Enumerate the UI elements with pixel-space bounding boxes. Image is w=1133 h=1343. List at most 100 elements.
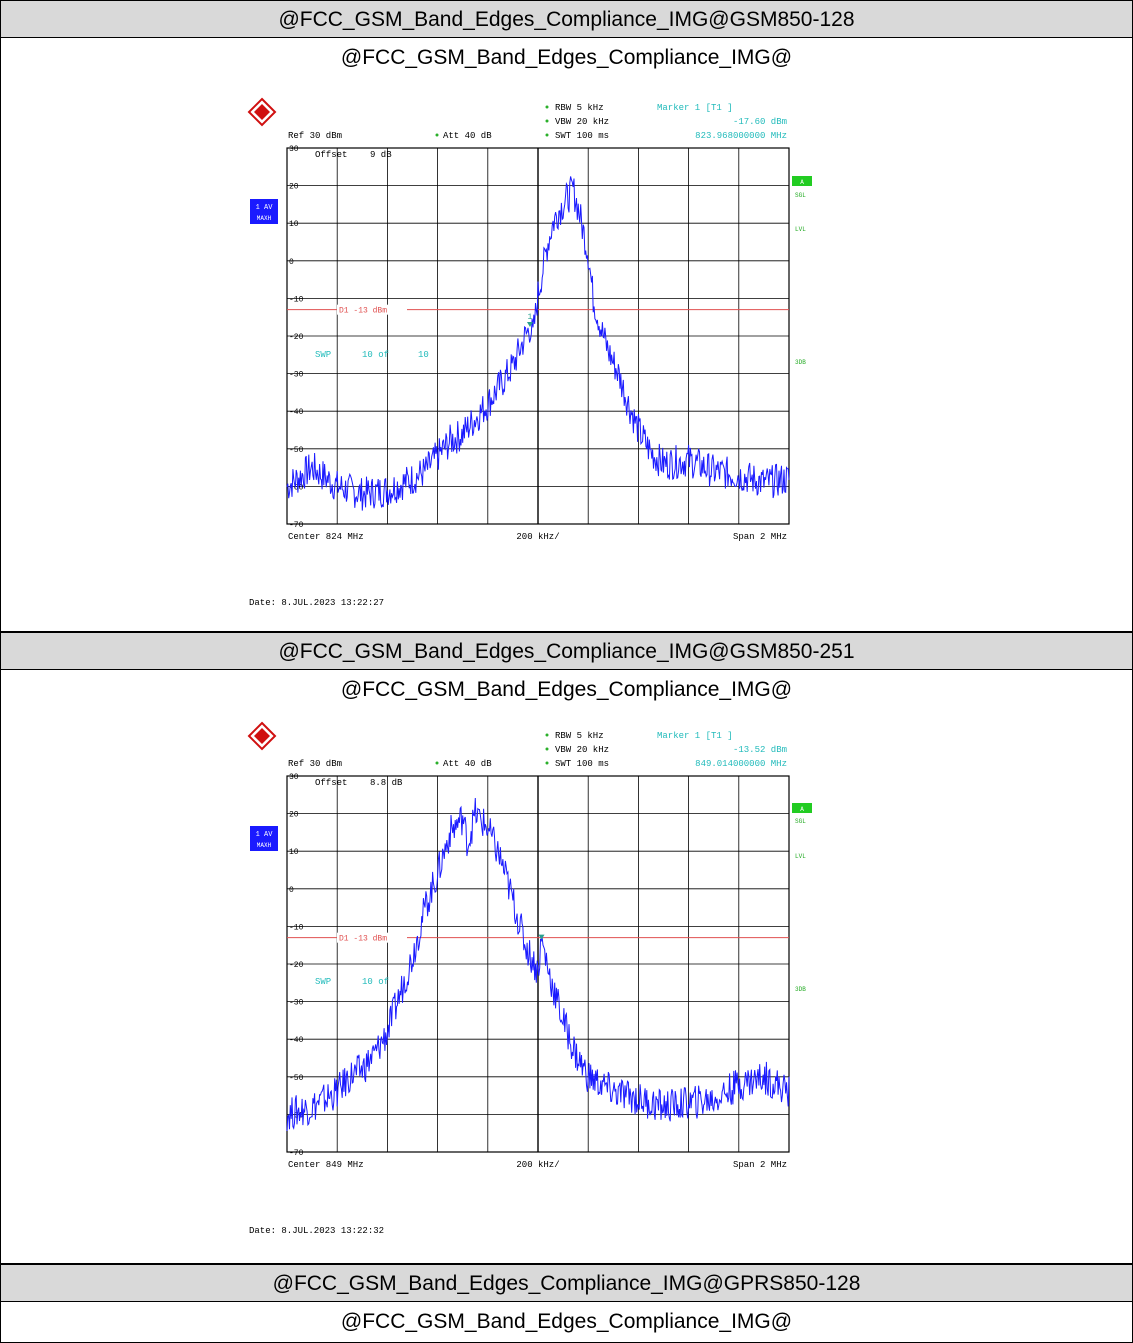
date-label: Date: 8.JUL.2023 13:22:27 xyxy=(249,598,384,608)
marker-level: -13.52 dBm xyxy=(733,745,787,755)
rs-logo-icon xyxy=(247,721,277,751)
section-subheader-2: @FCC_GSM_Band_Edges_Compliance_IMG@ xyxy=(340,678,793,701)
d1-label-bg xyxy=(337,304,407,315)
section-header-3: @FCC_GSM_Band_Edges_Compliance_IMG@GPRS8… xyxy=(0,1264,1133,1302)
swp-value: 10 of xyxy=(362,350,389,360)
att-label: Att 40 dB xyxy=(443,131,492,141)
section-subheader-1: @FCC_GSM_Band_Edges_Compliance_IMG@ xyxy=(340,46,793,69)
trace-badge: 1 AV MAXH xyxy=(250,826,278,851)
y-tick-label: -10 xyxy=(289,295,304,304)
marker-triangle xyxy=(526,321,533,327)
rbw-label: RBW 5 kHz xyxy=(555,103,604,113)
d1-limit-line: D1 -13 dBm xyxy=(287,304,789,316)
section-header-2: @FCC_GSM_Band_Edges_Compliance_IMG@GSM85… xyxy=(0,632,1133,670)
y-tick-label: 30 xyxy=(289,773,299,782)
y-tick-label: -30 xyxy=(289,371,304,380)
y-tick-label: -50 xyxy=(289,1074,304,1083)
marker-level: -17.60 dBm xyxy=(733,117,787,127)
trace-badge-mode: MAXH xyxy=(257,842,272,849)
vbw-dot xyxy=(545,747,549,751)
y-tick-label: -40 xyxy=(289,1036,304,1045)
att-label: Att 40 dB xyxy=(443,759,492,769)
y-tick-label: 30 xyxy=(289,145,299,154)
trace-badge-label: 1 AV xyxy=(256,204,274,212)
section-body-2: @FCC_GSM_Band_Edges_Compliance_IMG@ xyxy=(0,670,1133,1264)
vbw-label: VBW 20 kHz xyxy=(555,745,609,755)
y-tick-label: -50 xyxy=(289,446,304,455)
trace-badge-label: 1 AV xyxy=(256,831,274,839)
side-a-label: A xyxy=(800,806,804,813)
spectrum-chart-2: Ref 30 dBm Att 40 dB RBW 5 kHz VBW 20 kH… xyxy=(247,721,812,1236)
side-a-label: A xyxy=(800,179,804,186)
side-sgl-label: SGL xyxy=(795,192,806,199)
rbw-label: RBW 5 kHz xyxy=(555,731,604,741)
swp-total: 10 xyxy=(418,350,429,360)
y-tick-label: 10 xyxy=(289,848,299,857)
side-lvl-label: LVL xyxy=(795,226,806,233)
section-header-2-text: @FCC_GSM_Band_Edges_Compliance_IMG@GSM85… xyxy=(278,640,855,663)
swt-label: SWT 100 ms xyxy=(555,131,609,141)
side-panel: A SGL LVL 3DB xyxy=(792,176,812,366)
swt-label: SWT 100 ms xyxy=(555,759,609,769)
swp-label: SWP xyxy=(315,350,331,360)
d1-label: D1 -13 dBm xyxy=(339,935,387,944)
att-dot xyxy=(435,761,439,765)
y-tick-label: -20 xyxy=(289,961,304,970)
vbw-dot xyxy=(545,119,549,123)
y-tick-label: 20 xyxy=(289,811,299,820)
section-header-1: @FCC_GSM_Band_Edges_Compliance_IMG@GSM85… xyxy=(0,0,1133,38)
marker-title: Marker 1 [T1 ] xyxy=(657,103,733,113)
section-body-3: @FCC_GSM_Band_Edges_Compliance_IMG@ xyxy=(0,1302,1133,1343)
y-tick-label: -10 xyxy=(289,923,304,932)
side-3db-label: 3DB xyxy=(795,986,806,993)
x-axis-center: Center 824 MHz xyxy=(288,532,364,542)
marker-frequency: 849.014000000 MHz xyxy=(695,759,787,769)
marker-number: 1 xyxy=(528,313,533,322)
section-header-1-text: @FCC_GSM_Band_Edges_Compliance_IMG@GSM85… xyxy=(278,8,855,31)
swp-value: 10 of xyxy=(362,977,389,987)
section-subheader-3: @FCC_GSM_Band_Edges_Compliance_IMG@ xyxy=(340,1310,793,1333)
trace-series xyxy=(286,797,790,1132)
d1-label: D1 -13 dBm xyxy=(339,307,387,316)
rbw-dot xyxy=(545,105,549,109)
y-tick-labels: 30 20 10 0 -10 -20 -30 -40 -50 -60 -70 xyxy=(289,145,304,530)
section-body-1: @FCC_GSM_Band_Edges_Compliance_IMG@ xyxy=(0,38,1133,632)
marker-triangle xyxy=(538,934,545,940)
swt-dot xyxy=(545,133,549,137)
offset-value: 8.8 dB xyxy=(370,778,403,788)
offset-label: Offset xyxy=(315,778,347,788)
side-lvl-label: LVL xyxy=(795,853,806,860)
y-tick-label: 0 xyxy=(289,258,294,267)
grid xyxy=(287,776,789,1152)
spectrum-chart-1: Ref 30 dBm Att 40 dB RBW 5 kHz VBW 20 kH… xyxy=(247,97,812,608)
x-axis-center: Center 849 MHz xyxy=(288,1160,364,1170)
d1-label-bg xyxy=(337,932,407,943)
marker-1 xyxy=(538,934,545,940)
y-tick-label: -20 xyxy=(289,333,304,342)
offset-value: 9 dB xyxy=(370,150,392,160)
y-tick-label: 20 xyxy=(289,183,299,192)
x-axis-div: 200 kHz/ xyxy=(516,1160,559,1170)
marker-1: 1 xyxy=(526,313,533,327)
side-3db-label: 3DB xyxy=(795,359,806,366)
y-tick-label: -70 xyxy=(289,521,304,530)
trace-badge: 1 AV MAXH xyxy=(250,199,278,224)
att-dot xyxy=(435,133,439,137)
swp-label: SWP xyxy=(315,977,331,987)
x-axis-div: 200 kHz/ xyxy=(516,532,559,542)
trace-badge-mode: MAXH xyxy=(257,215,272,222)
x-axis-span: Span 2 MHz xyxy=(733,1160,787,1170)
d1-limit-line: D1 -13 dBm xyxy=(287,932,789,944)
section-header-3-text: @FCC_GSM_Band_Edges_Compliance_IMG@GPRS8… xyxy=(272,1272,861,1295)
rbw-dot xyxy=(545,733,549,737)
y-tick-label: -30 xyxy=(289,999,304,1008)
date-label: Date: 8.JUL.2023 13:22:32 xyxy=(249,1226,384,1236)
y-tick-label: 0 xyxy=(289,886,294,895)
trace-series xyxy=(286,176,790,511)
ref-level-label: Ref 30 dBm xyxy=(288,131,342,141)
vbw-label: VBW 20 kHz xyxy=(555,117,609,127)
marker-title: Marker 1 [T1 ] xyxy=(657,731,733,741)
y-tick-label: -40 xyxy=(289,408,304,417)
side-panel: A SGL LVL 3DB xyxy=(792,803,812,993)
offset-label: Offset xyxy=(315,150,347,160)
